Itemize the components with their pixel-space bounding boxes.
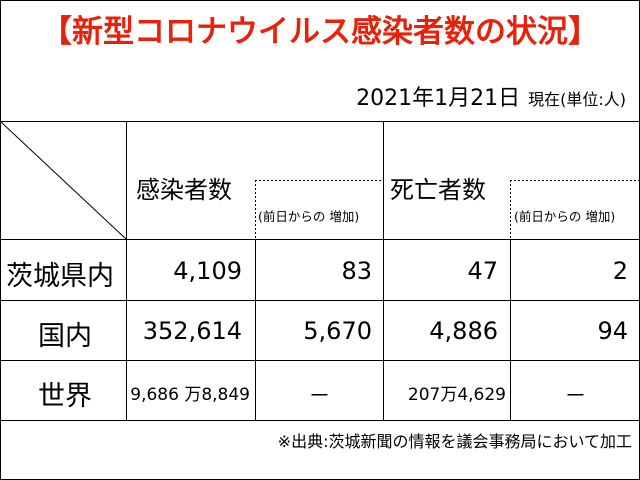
ibaraki-deaths: 47 (467, 257, 498, 285)
world-infected-delta: － (308, 384, 331, 409)
world-infected: 9,686 万8,849 (130, 385, 250, 405)
row-label-world: 世界 (38, 381, 92, 412)
domestic-infected-delta: 5,670 (303, 317, 372, 345)
date-line: 2021年1月21日 現在(単位:人) (356, 80, 626, 112)
domestic-deaths-delta: 94 (597, 317, 628, 345)
source-note: ※出典:茨城新聞の情報を議会事務局において加工 (277, 432, 632, 451)
ibaraki-deaths-delta: 2 (612, 257, 628, 285)
unit-note: 現在(単位:人) (528, 90, 626, 109)
world-deaths-delta: － (564, 384, 587, 409)
row-label-domestic: 国内 (38, 321, 92, 352)
header-deaths: 死亡者数 (390, 176, 486, 204)
ibaraki-infected-delta: 83 (341, 257, 372, 285)
header-deaths-delta: (前日からの 増加) (514, 209, 616, 224)
header-infected-delta: (前日からの 増加) (258, 209, 360, 224)
domestic-deaths: 4,886 (429, 317, 498, 345)
row-label-ibaraki: 茨城県内 (6, 261, 114, 292)
domestic-infected: 352,614 (142, 317, 242, 345)
report-date: 2021年1月21日 (356, 86, 521, 111)
header-infected: 感染者数 (136, 176, 232, 204)
ibaraki-infected: 4,109 (173, 257, 242, 285)
page-title: 【新型コロナウイルス感染者数の状況】 (41, 14, 599, 50)
world-deaths: 207万4,629 (407, 385, 506, 405)
